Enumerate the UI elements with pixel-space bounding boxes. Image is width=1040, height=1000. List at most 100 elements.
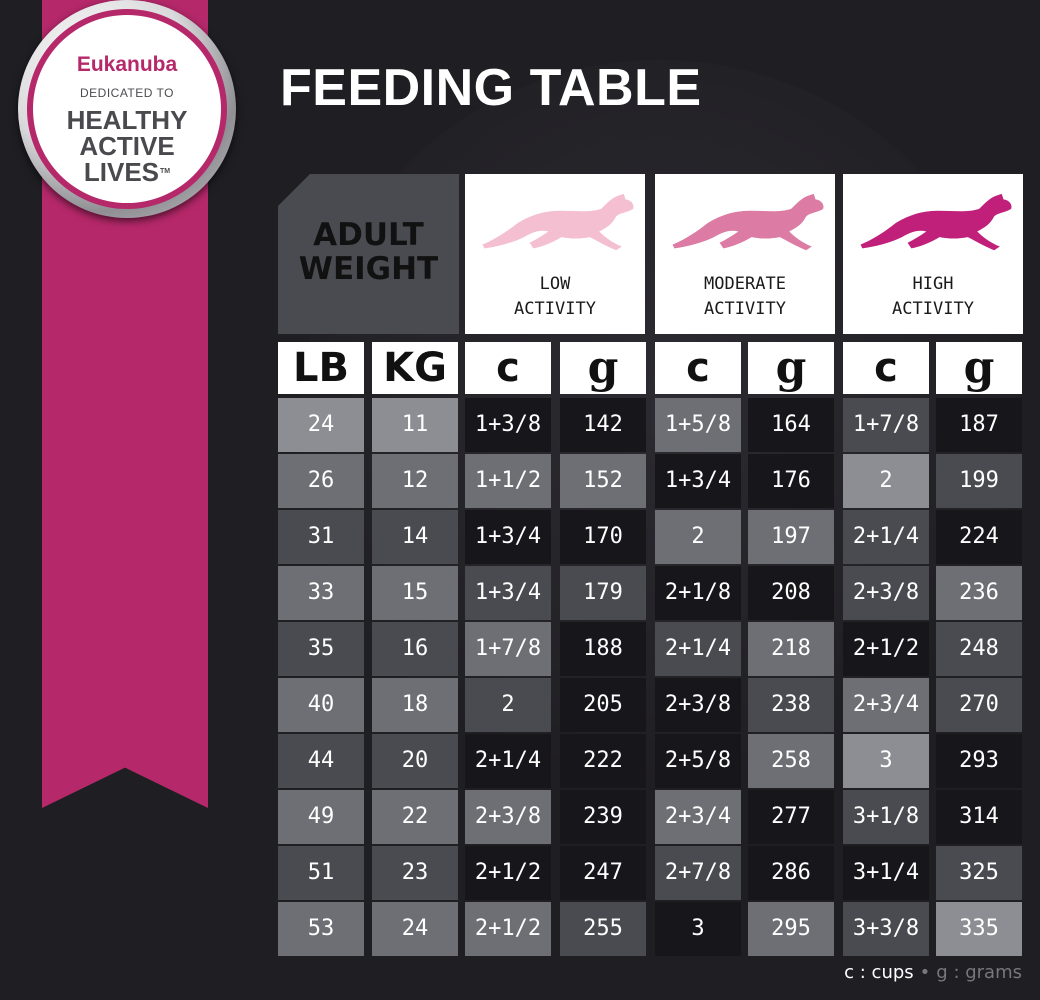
cell-mod-c: 2+3/8 [655, 678, 741, 732]
cell-mod-g: 295 [748, 902, 834, 956]
dog-silhouette [672, 193, 824, 251]
cell-high-g: 270 [936, 678, 1022, 732]
adult-weight-header: ADULT WEIGHT [278, 174, 459, 334]
cell-kg: 11 [372, 398, 458, 452]
cell-mod-g: 258 [748, 734, 834, 788]
unit-header-grams: g [936, 342, 1022, 394]
activity-header-1: MODERATE ACTIVITY [655, 174, 835, 334]
table-row: 35 16 1+7/8 188 2+1/4 218 2+1/2 248 [0, 622, 1040, 676]
cell-mod-c: 2+7/8 [655, 846, 741, 900]
cell-lb: 33 [278, 566, 364, 620]
cell-high-c: 3+1/8 [843, 790, 929, 844]
cell-lb: 53 [278, 902, 364, 956]
cell-low-c: 1+7/8 [465, 622, 551, 676]
cell-kg: 23 [372, 846, 458, 900]
table-row: 53 24 2+1/2 255 3 295 3+3/8 335 [0, 902, 1040, 956]
page-title: FEEDING TABLE [280, 59, 702, 117]
cell-high-c: 2+1/4 [843, 510, 929, 564]
cell-high-g: 224 [936, 510, 1022, 564]
cell-high-c: 1+7/8 [843, 398, 929, 452]
cell-low-g: 247 [560, 846, 646, 900]
running-dog-icon [672, 193, 824, 251]
cell-high-g: 325 [936, 846, 1022, 900]
table-row: 31 14 1+3/4 170 2 197 2+1/4 224 [0, 510, 1040, 564]
cell-mod-c: 2+1/4 [655, 622, 741, 676]
running-dog-icon [482, 193, 634, 251]
cell-mod-g: 164 [748, 398, 834, 452]
cell-lb: 49 [278, 790, 364, 844]
activity-label-line-2: ACTIVITY [704, 299, 786, 319]
badge-line-3: LIVESTM [33, 159, 221, 185]
adult-weight-text: ADULT WEIGHT [298, 217, 439, 287]
unit-header-grams: g [560, 342, 646, 394]
cell-high-c: 2+3/8 [843, 566, 929, 620]
legend-grams: g : grams [936, 962, 1022, 983]
cell-kg: 18 [372, 678, 458, 732]
cell-kg: 16 [372, 622, 458, 676]
table-row: 33 15 1+3/4 179 2+1/8 208 2+3/8 236 [0, 566, 1040, 620]
cell-high-g: 293 [936, 734, 1022, 788]
table-row: 40 18 2 205 2+3/8 238 2+3/4 270 [0, 678, 1040, 732]
cell-mod-c: 2+3/4 [655, 790, 741, 844]
cell-low-c: 1+3/4 [465, 510, 551, 564]
units-legend: c : cups • g : grams [844, 962, 1022, 983]
cell-kg: 12 [372, 454, 458, 508]
cell-mod-c: 3 [655, 902, 741, 956]
running-dog-icon [860, 193, 1012, 251]
legend-cups: c : cups [844, 962, 914, 983]
cell-low-g: 222 [560, 734, 646, 788]
table-row: 51 23 2+1/2 247 2+7/8 286 3+1/4 325 [0, 846, 1040, 900]
cell-mod-c: 2+5/8 [655, 734, 741, 788]
activity-label-line-2: ACTIVITY [514, 299, 596, 319]
cell-high-g: 187 [936, 398, 1022, 452]
activity-header-2: HIGH ACTIVITY [843, 174, 1023, 334]
cell-kg: 24 [372, 902, 458, 956]
cell-low-c: 2+1/2 [465, 902, 551, 956]
cell-kg: 20 [372, 734, 458, 788]
activity-label-line-1: MODERATE [704, 274, 786, 294]
badge-inner: Eukanuba DEDICATED TO HEALTHY ACTIVE LIV… [33, 15, 221, 203]
cell-low-c: 2+3/8 [465, 790, 551, 844]
activity-label: HIGH ACTIVITY [843, 272, 1023, 322]
unit-header-cups: c [655, 342, 741, 394]
cell-mod-g: 208 [748, 566, 834, 620]
cell-high-c: 3 [843, 734, 929, 788]
badge-line-3-text: LIVES [83, 157, 160, 187]
adult-weight-label: ADULT WEIGHT [278, 218, 459, 286]
unit-header-lb: LB [278, 342, 364, 394]
cell-low-g: 152 [560, 454, 646, 508]
activity-label-line-1: HIGH [912, 274, 954, 294]
cell-lb: 44 [278, 734, 364, 788]
unit-header-cups: c [465, 342, 551, 394]
cell-low-g: 255 [560, 902, 646, 956]
cell-lb: 40 [278, 678, 364, 732]
table-row: 24 11 1+3/8 142 1+5/8 164 1+7/8 187 [0, 398, 1040, 452]
cell-mod-g: 218 [748, 622, 834, 676]
cell-mod-g: 277 [748, 790, 834, 844]
cell-mod-g: 286 [748, 846, 834, 900]
cell-high-g: 335 [936, 902, 1022, 956]
dog-silhouette [482, 193, 634, 251]
cell-low-g: 179 [560, 566, 646, 620]
table-row: 49 22 2+3/8 239 2+3/4 277 3+1/8 314 [0, 790, 1040, 844]
cell-high-g: 248 [936, 622, 1022, 676]
cell-kg: 15 [372, 566, 458, 620]
cell-low-c: 2+1/4 [465, 734, 551, 788]
cell-high-c: 2+3/4 [843, 678, 929, 732]
cell-low-g: 239 [560, 790, 646, 844]
cell-mod-c: 2 [655, 510, 741, 564]
cell-low-c: 1+3/8 [465, 398, 551, 452]
cell-mod-c: 2+1/8 [655, 566, 741, 620]
trademark-mark: TM [160, 168, 171, 175]
cell-high-c: 2+1/2 [843, 622, 929, 676]
cell-low-g: 170 [560, 510, 646, 564]
badge-ring: Eukanuba DEDICATED TO HEALTHY ACTIVE LIV… [27, 9, 227, 209]
cell-lb: 31 [278, 510, 364, 564]
cell-low-g: 205 [560, 678, 646, 732]
table-row: 44 20 2+1/4 222 2+5/8 258 3 293 [0, 734, 1040, 788]
activity-label-line-1: LOW [539, 274, 571, 294]
cell-low-c: 1+1/2 [465, 454, 551, 508]
cell-high-c: 2 [843, 454, 929, 508]
activity-label-line-2: ACTIVITY [892, 299, 974, 319]
badge-tagline: DEDICATED TO [79, 86, 174, 100]
